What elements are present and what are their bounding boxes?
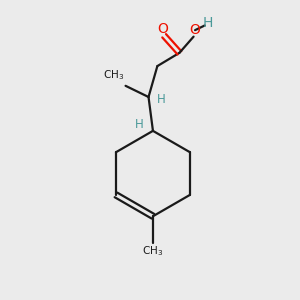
Text: O: O [157, 22, 168, 36]
Text: CH$_3$: CH$_3$ [103, 68, 124, 82]
Text: H: H [202, 16, 213, 29]
Text: H: H [135, 118, 144, 131]
Text: H: H [157, 93, 165, 106]
Text: O: O [189, 23, 200, 37]
Text: CH$_3$: CH$_3$ [142, 244, 164, 258]
